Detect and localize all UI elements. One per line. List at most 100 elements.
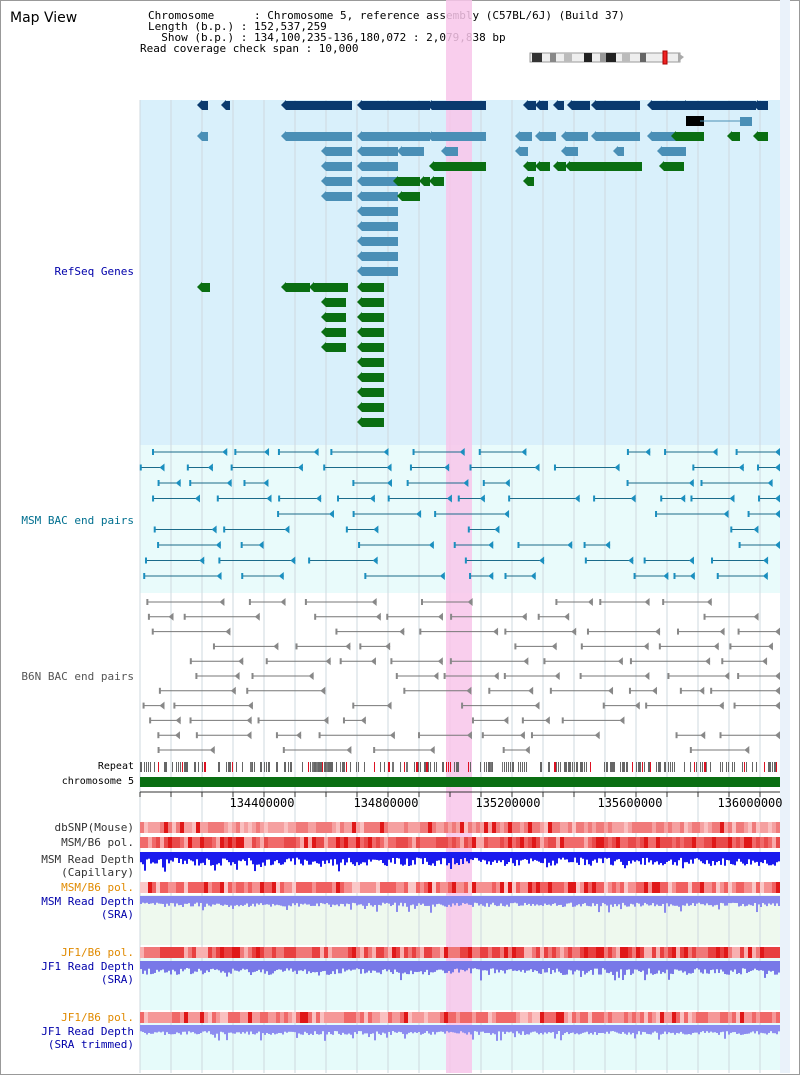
heat-cell — [140, 1012, 144, 1023]
depth-bar — [520, 961, 522, 972]
depth-bar — [644, 896, 646, 903]
gene-feature — [362, 222, 398, 231]
repeat-mark — [166, 762, 167, 772]
heat-cell — [384, 947, 388, 958]
repeat-label[interactable]: Repeat — [97, 761, 134, 772]
chromosome-ideogram[interactable] — [529, 50, 684, 65]
heat-cell — [628, 822, 632, 833]
heat-cell — [532, 882, 536, 893]
gene-arrow — [393, 176, 398, 186]
heat-cell — [216, 822, 220, 833]
repeat-mark — [384, 762, 385, 772]
highlight-band[interactable] — [446, 0, 472, 1073]
depth-bar — [174, 852, 176, 858]
depth-bar — [778, 852, 780, 862]
gene-feature — [662, 147, 686, 156]
heat-cell — [680, 822, 684, 833]
depth-bar — [388, 961, 390, 970]
msm-bac-track[interactable] — [139, 448, 780, 580]
heat-cell — [748, 837, 752, 848]
depth-bar — [634, 852, 636, 862]
depth-bar — [672, 1025, 674, 1033]
dbsnp-label[interactable]: dbSNP(Mouse) — [54, 821, 134, 834]
msm-depth-capillary-label[interactable]: MSM Read Depth (Capillary) — [41, 853, 134, 879]
b6n-bac-label[interactable]: B6N BAC end pairs — [21, 670, 134, 683]
depth-bar — [356, 1025, 358, 1034]
bac-end — [251, 673, 254, 679]
heat-cell — [196, 947, 200, 958]
depth-bar — [374, 1025, 376, 1041]
bac-end — [519, 731, 525, 740]
jf1-pol-label[interactable]: JF1/B6 pol. — [61, 946, 134, 959]
bac-end — [517, 542, 520, 548]
depth-bar — [256, 1025, 258, 1034]
chromosome-bar[interactable] — [140, 777, 780, 787]
depth-bar — [544, 896, 546, 904]
gene-arrow — [357, 372, 362, 382]
heat-cell — [236, 822, 240, 833]
depth-bar — [376, 896, 378, 912]
depth-bar — [766, 961, 768, 974]
depth-bar — [534, 896, 536, 906]
heat-cell — [600, 837, 604, 848]
depth-bar — [550, 896, 552, 906]
heat-cell — [620, 882, 624, 893]
depth-bar — [160, 1025, 162, 1033]
depth-bar — [702, 961, 704, 974]
heat-cell — [352, 837, 356, 848]
depth-bar — [772, 1025, 774, 1034]
repeat-track[interactable] — [140, 762, 777, 772]
heat-cell — [348, 837, 352, 848]
repeat-mark — [350, 762, 351, 772]
depth-bar — [504, 896, 506, 907]
depth-bar — [762, 852, 764, 864]
depth-bar — [650, 961, 652, 974]
repeat-mark — [548, 762, 550, 772]
depth-bar — [654, 896, 656, 907]
jf1-pol-trim-label[interactable]: JF1/B6 pol. — [61, 1011, 134, 1024]
depth-bar — [612, 852, 614, 866]
depth-bar — [396, 852, 398, 858]
repeat-mark — [454, 762, 455, 772]
msm-pol-label[interactable]: MSM/B6 pol. — [61, 836, 134, 849]
depth-bar — [534, 852, 536, 860]
bac-end — [246, 731, 252, 740]
depth-bar — [192, 852, 194, 862]
depth-bar — [330, 961, 332, 974]
jf1-depth-trim-label[interactable]: JF1 Read Depth (SRA trimmed) — [41, 1025, 134, 1051]
depth-bar — [664, 1025, 666, 1032]
gene-arrow — [523, 176, 528, 186]
depth-bar — [338, 896, 340, 907]
depth-bar — [512, 961, 514, 971]
heat-tracks[interactable] — [140, 822, 780, 1023]
depth-bar — [236, 961, 238, 971]
depth-bar — [376, 852, 378, 860]
repeat-mark — [566, 762, 567, 772]
depth-bar — [762, 1025, 764, 1034]
heat-cell — [368, 882, 372, 893]
bac-end — [173, 702, 176, 709]
refseq-genes-label[interactable]: RefSeq Genes — [54, 265, 134, 278]
msm-depth-sra-label[interactable]: MSM Read Depth (SRA) — [41, 895, 134, 921]
heat-cell — [584, 837, 588, 848]
depth-bar — [276, 961, 278, 970]
refseq-genes-track[interactable] — [197, 100, 768, 427]
msm-bac-label[interactable]: MSM BAC end pairs — [21, 514, 134, 527]
depth-bar — [324, 1025, 326, 1041]
chromosome-label[interactable]: chromosome 5 — [61, 776, 134, 787]
jf1-depth-label[interactable]: JF1 Read Depth (SRA) — [41, 960, 134, 986]
heat-cell — [524, 837, 528, 848]
repeat-mark — [260, 762, 262, 772]
gene-feature — [402, 147, 424, 156]
depth-bar — [522, 852, 524, 860]
b6n-bac-track[interactable] — [142, 598, 780, 754]
heat-cell — [728, 822, 732, 833]
depth-bar — [508, 1025, 510, 1033]
heat-cell — [324, 1012, 328, 1023]
depth-tracks[interactable] — [140, 852, 780, 1041]
msm-pol-sra-label[interactable]: MSM/B6 pol. — [61, 881, 134, 894]
depth-bar — [492, 896, 494, 903]
heat-cell — [460, 1012, 464, 1023]
depth-bar — [750, 1025, 752, 1033]
